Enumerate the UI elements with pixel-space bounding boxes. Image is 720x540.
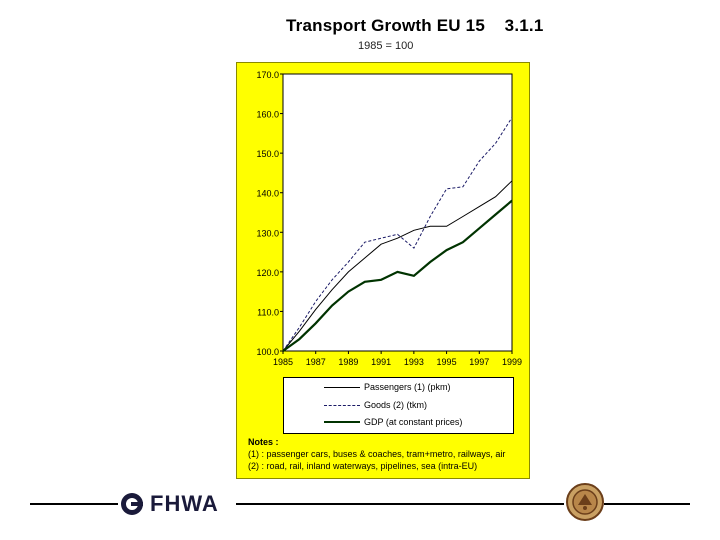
- note-2: (2) : road, rail, inland waterways, pipe…: [248, 461, 478, 471]
- y-tick-label: 140.0: [256, 189, 279, 199]
- x-tick-label: 1987: [306, 357, 326, 367]
- y-tick-label: 130.0: [256, 228, 279, 238]
- x-tick-label: 1997: [469, 357, 489, 367]
- y-tick-label: 160.0: [256, 110, 279, 120]
- fhwa-logo: FHWA: [120, 490, 219, 518]
- y-tick-label: 150.0: [256, 149, 279, 159]
- dot-seal-icon: [566, 483, 604, 521]
- fhwa-emblem-icon: [121, 493, 143, 515]
- series-line-1: [282, 117, 513, 352]
- x-tick-label: 1985: [273, 357, 293, 367]
- x-tick-label: 1993: [404, 357, 424, 367]
- series-line-2: [282, 199, 513, 352]
- x-tick-label: 1991: [371, 357, 391, 367]
- footer-rule-middle: [236, 503, 564, 505]
- chart-legend: Passengers (1) (pkm) Goods (2) (tkm) GDP…: [283, 377, 514, 434]
- fhwa-logo-text: FHWA: [150, 491, 219, 516]
- x-tick-label: 1995: [437, 357, 457, 367]
- legend-item-gdp: GDP (at constant prices): [324, 416, 462, 428]
- footer-rule-left: [30, 503, 118, 505]
- notes-heading: Notes :: [248, 437, 279, 447]
- legend-item-goods: Goods (2) (tkm): [324, 399, 427, 411]
- y-tick-label: 120.0: [256, 268, 279, 278]
- series-line-0: [282, 180, 513, 352]
- legend-label-goods: Goods (2) (tkm): [364, 400, 428, 410]
- slide-title: Transport Growth EU 15 3.1.1: [286, 16, 544, 35]
- legend-label-passengers: Passengers (1) (pkm): [364, 382, 451, 392]
- legend-swatch-passengers: [324, 386, 360, 388]
- footer-rule-right: [604, 503, 690, 505]
- legend-swatch-goods: [324, 404, 360, 406]
- note-1: (1) : passenger cars, buses & coaches, t…: [248, 449, 506, 459]
- y-tick-label: 170.0: [256, 70, 279, 80]
- legend-swatch-gdp: [324, 421, 360, 423]
- y-tick-label: 110.0: [257, 307, 279, 317]
- chart-subtitle: 1985 = 100: [358, 40, 414, 52]
- chart-notes: Notes : (1) : passenger cars, buses & co…: [248, 436, 505, 472]
- plot-area: [282, 73, 513, 352]
- legend-label-gdp: GDP (at constant prices): [364, 417, 463, 427]
- x-tick-label: 1989: [338, 357, 358, 367]
- legend-item-passengers: Passengers (1) (pkm): [324, 381, 451, 393]
- y-tick-label: 100.0: [256, 347, 279, 357]
- x-tick-label: 1999: [502, 357, 522, 367]
